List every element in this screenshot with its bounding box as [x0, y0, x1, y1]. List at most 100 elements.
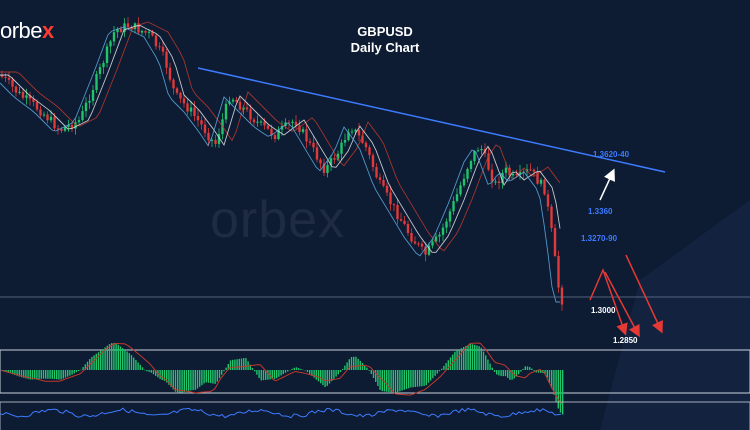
histogram-bar — [559, 370, 562, 413]
histogram-bar — [40, 370, 42, 379]
candle-body — [63, 127, 67, 131]
histogram-bar — [401, 370, 403, 391]
histogram-bar — [227, 364, 229, 370]
histogram-bar — [496, 370, 498, 375]
histogram-bar — [403, 370, 405, 390]
histogram-bar — [509, 370, 511, 380]
histogram-bar — [331, 370, 333, 382]
histogram-bar — [364, 364, 366, 370]
histogram-bar — [337, 370, 339, 375]
histogram-bar — [478, 346, 480, 370]
candle-body — [469, 161, 473, 169]
candle-body — [175, 88, 179, 93]
candle-body — [427, 245, 431, 255]
candle-body — [480, 148, 483, 151]
histogram-bar — [463, 347, 465, 370]
histogram-bar — [73, 370, 75, 374]
histogram-bar — [20, 370, 23, 378]
candle-body — [266, 125, 270, 129]
candle-body — [371, 155, 375, 168]
histogram-bar — [124, 349, 126, 370]
candle-body — [343, 140, 347, 143]
candle-body — [238, 101, 242, 110]
candle-body — [126, 23, 130, 28]
candle-body — [336, 153, 340, 160]
candle-body — [109, 41, 112, 47]
candle-body — [147, 31, 151, 33]
histogram-bar — [353, 356, 355, 370]
histogram-bar — [438, 370, 441, 372]
histogram-bar — [163, 370, 166, 381]
histogram-bar — [232, 359, 234, 370]
candle-body — [438, 234, 441, 237]
histogram-bar — [432, 370, 434, 379]
histogram-bar — [62, 370, 64, 379]
histogram-bar — [377, 370, 379, 386]
histogram-bar — [172, 370, 174, 390]
candle-body — [182, 98, 186, 104]
histogram-bar — [379, 370, 381, 390]
histogram-bar — [480, 347, 482, 370]
histogram-bar — [537, 370, 540, 373]
histogram-bar — [348, 359, 350, 370]
candle-body — [560, 287, 564, 305]
histogram-bar — [320, 370, 322, 384]
histogram-bar — [306, 370, 309, 373]
candle-body — [0, 75, 4, 77]
histogram-bar — [262, 370, 265, 381]
candle-body — [375, 167, 378, 178]
candle-body — [49, 116, 53, 121]
histogram-bar — [75, 370, 78, 373]
candle-body — [543, 179, 546, 195]
histogram-bar — [335, 370, 337, 377]
candle-body — [200, 120, 203, 125]
histogram-bar — [284, 370, 287, 373]
histogram-bar — [276, 370, 278, 379]
histogram-bar — [280, 370, 282, 376]
candle-body — [252, 119, 256, 123]
histogram-bar — [386, 370, 388, 392]
histogram-bar — [287, 370, 289, 372]
histogram-bar — [357, 358, 359, 370]
histogram-bar — [102, 349, 104, 370]
candle-body — [417, 243, 420, 245]
histogram-bar — [273, 370, 276, 379]
candle-body — [245, 107, 249, 110]
histogram-bar — [67, 370, 69, 377]
candle-body — [11, 79, 14, 87]
candle-body — [32, 98, 35, 103]
candle-body — [4, 76, 7, 78]
candle-body — [140, 30, 144, 33]
histogram-bar — [91, 356, 93, 370]
candle-body — [287, 122, 291, 124]
histogram-bar — [304, 370, 306, 371]
candle-body — [210, 139, 214, 141]
candle-body — [91, 89, 95, 101]
histogram-bar — [245, 358, 247, 370]
candle-body — [473, 151, 476, 162]
histogram-bar — [130, 355, 133, 370]
histogram-bar — [278, 370, 280, 377]
bullish-arrow — [599, 168, 615, 201]
candle-body — [385, 185, 389, 193]
histogram-bar — [315, 370, 317, 380]
histogram-bar — [216, 370, 218, 382]
candle-body — [249, 109, 252, 120]
histogram-bar — [243, 358, 245, 370]
histogram-bar — [234, 359, 236, 370]
candle-body — [308, 141, 312, 143]
histogram-bar — [212, 370, 214, 384]
histogram-bar — [531, 368, 533, 370]
histogram-bar — [100, 350, 102, 370]
histogram-panel — [0, 349, 750, 394]
candle-body — [539, 179, 543, 184]
histogram-bar — [139, 364, 141, 370]
oscillator-panel — [0, 401, 750, 430]
histogram-bar — [350, 357, 353, 370]
histogram-bar — [51, 370, 53, 379]
histogram-bar — [25, 370, 27, 379]
histogram-bar — [53, 370, 56, 380]
histogram-bar — [416, 370, 419, 387]
histogram-bar — [31, 370, 34, 380]
histogram-bar — [192, 370, 194, 391]
